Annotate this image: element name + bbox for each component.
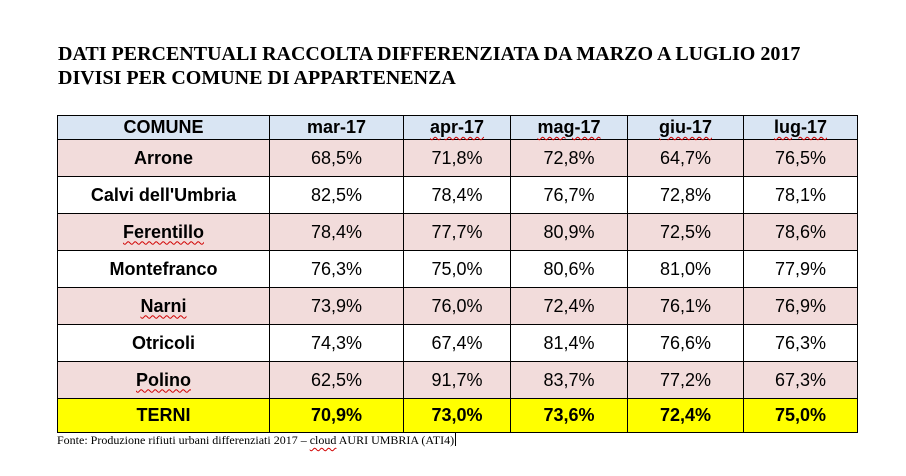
- header-month-label: mag-17: [537, 117, 601, 137]
- header-month-label: mar-17: [306, 117, 367, 137]
- percent-cell: 78,4%: [269, 213, 404, 251]
- total-percent-cell: 73,6%: [510, 398, 628, 433]
- total-percent-cell: 73,0%: [403, 398, 511, 433]
- total-percent-cell: 75,0%: [743, 398, 858, 433]
- title-line-1: DATI PERCENTUALI RACCOLTA DIFFERENZIATA …: [58, 43, 801, 65]
- source-text: Fonte: Produzione rifiuti urbani differe…: [57, 433, 310, 447]
- percent-cell: 76,3%: [743, 324, 858, 362]
- percent-cell: 77,7%: [403, 213, 511, 251]
- source-note: Fonte: Produzione rifiuti urbani differe…: [57, 433, 457, 448]
- table-row: Ferentillo 78,4% 77,7% 80,9% 72,5% 78,6%: [57, 213, 858, 251]
- header-month: apr-17: [403, 115, 511, 140]
- header-month: giu-17: [627, 115, 744, 140]
- percent-cell: 75,0%: [403, 250, 511, 288]
- percent-cell: 72,5%: [627, 213, 744, 251]
- total-name: TERNI: [57, 398, 270, 433]
- percent-cell: 72,4%: [510, 287, 628, 325]
- percent-cell: 78,1%: [743, 176, 858, 214]
- table-row: Arrone 68,5% 71,8% 72,8% 64,7% 76,5%: [57, 139, 858, 177]
- percent-cell: 76,3%: [269, 250, 404, 288]
- percent-cell: 76,7%: [510, 176, 628, 214]
- percent-cell: 71,8%: [403, 139, 511, 177]
- table-row: Polino 62,5% 91,7% 83,7% 77,2% 67,3%: [57, 361, 858, 399]
- table-row: Montefranco 76,3% 75,0% 80,6% 81,0% 77,9…: [57, 250, 858, 288]
- recycling-table: COMUNE mar-17 apr-17 mag-17 giu-17 lug-1…: [57, 115, 858, 433]
- percent-cell: 76,1%: [627, 287, 744, 325]
- comune-name: Montefranco: [57, 250, 270, 288]
- percent-cell: 78,6%: [743, 213, 858, 251]
- comune-name: Ferentillo: [122, 221, 204, 242]
- total-percent-cell: 70,9%: [269, 398, 404, 433]
- comune-name: Narni: [140, 295, 187, 316]
- comune-name-cell: Polino: [57, 361, 270, 399]
- percent-cell: 64,7%: [627, 139, 744, 177]
- percent-cell: 77,9%: [743, 250, 858, 288]
- table-row: Otricoli 74,3% 67,4% 81,4% 76,6% 76,3%: [57, 324, 858, 362]
- table-row: Calvi dell'Umbria 82,5% 78,4% 76,7% 72,8…: [57, 176, 858, 214]
- table-total-row: TERNI 70,9% 73,0% 73,6% 72,4% 75,0%: [57, 398, 858, 433]
- header-month-label: giu-17: [658, 117, 712, 137]
- title-line-2: DIVISI PER COMUNE DI APPARTENENZA: [58, 67, 456, 89]
- percent-cell: 67,3%: [743, 361, 858, 399]
- comune-name-cell: Ferentillo: [57, 213, 270, 251]
- comune-name: Calvi dell'Umbria: [57, 176, 270, 214]
- table-row: Narni 73,9% 76,0% 72,4% 76,1% 76,9%: [57, 287, 858, 325]
- percent-cell: 72,8%: [627, 176, 744, 214]
- percent-cell: 76,9%: [743, 287, 858, 325]
- comune-name: Otricoli: [57, 324, 270, 362]
- header-month-label: apr-17: [429, 117, 485, 137]
- percent-cell: 62,5%: [269, 361, 404, 399]
- percent-cell: 76,5%: [743, 139, 858, 177]
- percent-cell: 77,2%: [627, 361, 744, 399]
- source-text-end: AURI UMBRIA (ATI4): [336, 433, 455, 447]
- header-month-label: lug-17: [773, 117, 827, 137]
- percent-cell: 73,9%: [269, 287, 404, 325]
- percent-cell: 78,4%: [403, 176, 511, 214]
- comune-name-cell: Narni: [57, 287, 270, 325]
- percent-cell: 67,4%: [403, 324, 511, 362]
- comune-name: Polino: [136, 369, 191, 390]
- source-cloud-word: cloud: [309, 433, 337, 447]
- percent-cell: 82,5%: [269, 176, 404, 214]
- percent-cell: 76,6%: [627, 324, 744, 362]
- percent-cell: 74,3%: [269, 324, 404, 362]
- total-percent-cell: 72,4%: [627, 398, 744, 433]
- comune-name: Arrone: [57, 139, 270, 177]
- percent-cell: 81,0%: [627, 250, 744, 288]
- text-cursor: [455, 433, 457, 446]
- document-title: DATI PERCENTUALI RACCOLTA DIFFERENZIATA …: [58, 42, 800, 90]
- percent-cell: 80,9%: [510, 213, 628, 251]
- percent-cell: 72,8%: [510, 139, 628, 177]
- header-month: mar-17: [269, 115, 404, 140]
- percent-cell: 68,5%: [269, 139, 404, 177]
- header-month: mag-17: [510, 115, 628, 140]
- table-header-row: COMUNE mar-17 apr-17 mag-17 giu-17 lug-1…: [57, 115, 858, 140]
- percent-cell: 91,7%: [403, 361, 511, 399]
- header-month: lug-17: [743, 115, 858, 140]
- percent-cell: 83,7%: [510, 361, 628, 399]
- percent-cell: 81,4%: [510, 324, 628, 362]
- header-comune: COMUNE: [57, 115, 270, 140]
- percent-cell: 80,6%: [510, 250, 628, 288]
- percent-cell: 76,0%: [403, 287, 511, 325]
